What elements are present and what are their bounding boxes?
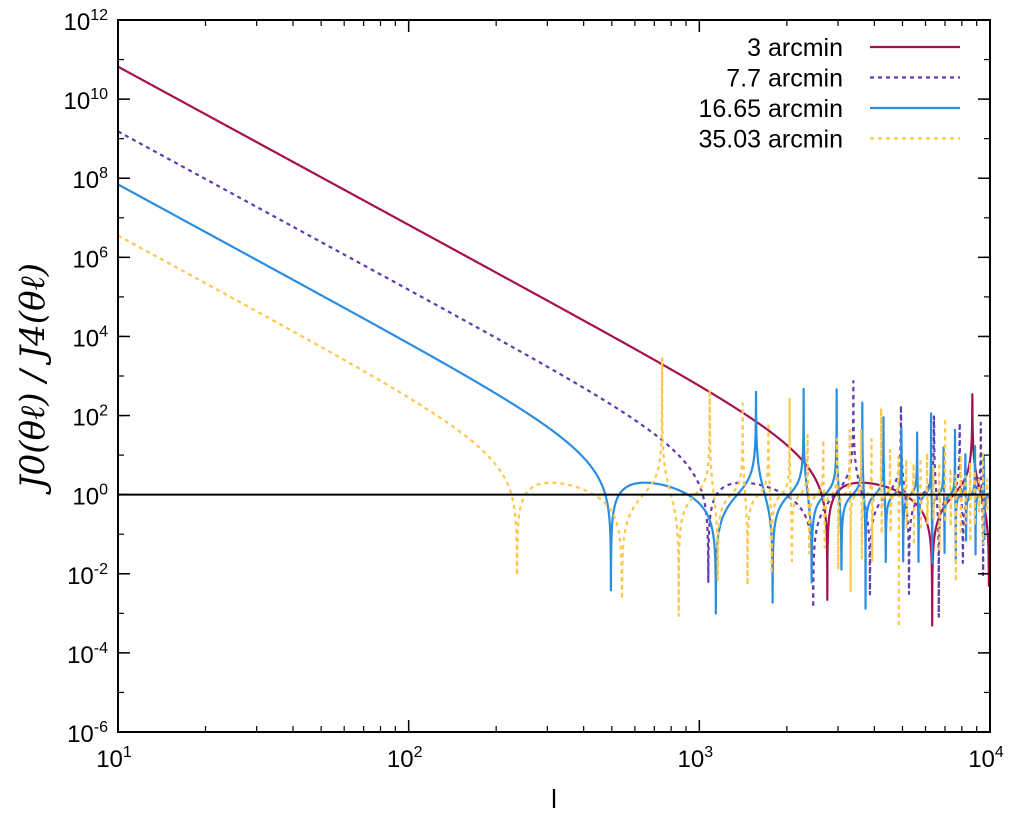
legend-label-4: 35.03 arcmin: [698, 126, 843, 154]
legend-label-2: 7.7 arcmin: [726, 65, 843, 93]
legend-label-1: 3 arcmin: [747, 34, 843, 62]
y-tick-label: 100: [72, 482, 108, 511]
y-tick-label: 10-4: [67, 640, 108, 669]
y-tick-label: 102: [72, 403, 108, 432]
y-tick-label: 10-2: [67, 561, 108, 590]
series-line-3: [118, 183, 990, 615]
series-layer: [118, 65, 990, 629]
x-axis-label: l: [551, 784, 557, 813]
x-tick-label: 101: [96, 744, 132, 773]
y-tick-label: 1012: [64, 7, 109, 36]
x-tick-label: 104: [968, 744, 1004, 773]
series-line-2: [118, 130, 990, 618]
y-tick-label: 1010: [64, 86, 109, 115]
y-tick-label: 106: [72, 244, 108, 273]
y-axis-label: J0(θℓ) / J4(θℓ): [13, 263, 53, 495]
series-line-1: [118, 65, 990, 627]
x-tick-label: 103: [678, 744, 714, 773]
plot-frame: [117, 19, 991, 733]
y-tick-label: 10-6: [67, 719, 108, 748]
legend-label-3: 16.65 arcmin: [698, 95, 843, 123]
ticks-layer: 101 102 103 104 10-6 10-4 10-2 100 102 104 106 108 1…: [64, 7, 1004, 773]
y-tick-label: 104: [72, 323, 108, 352]
x-tick-label: 102: [387, 744, 423, 773]
y-tick-label: 108: [72, 165, 108, 194]
